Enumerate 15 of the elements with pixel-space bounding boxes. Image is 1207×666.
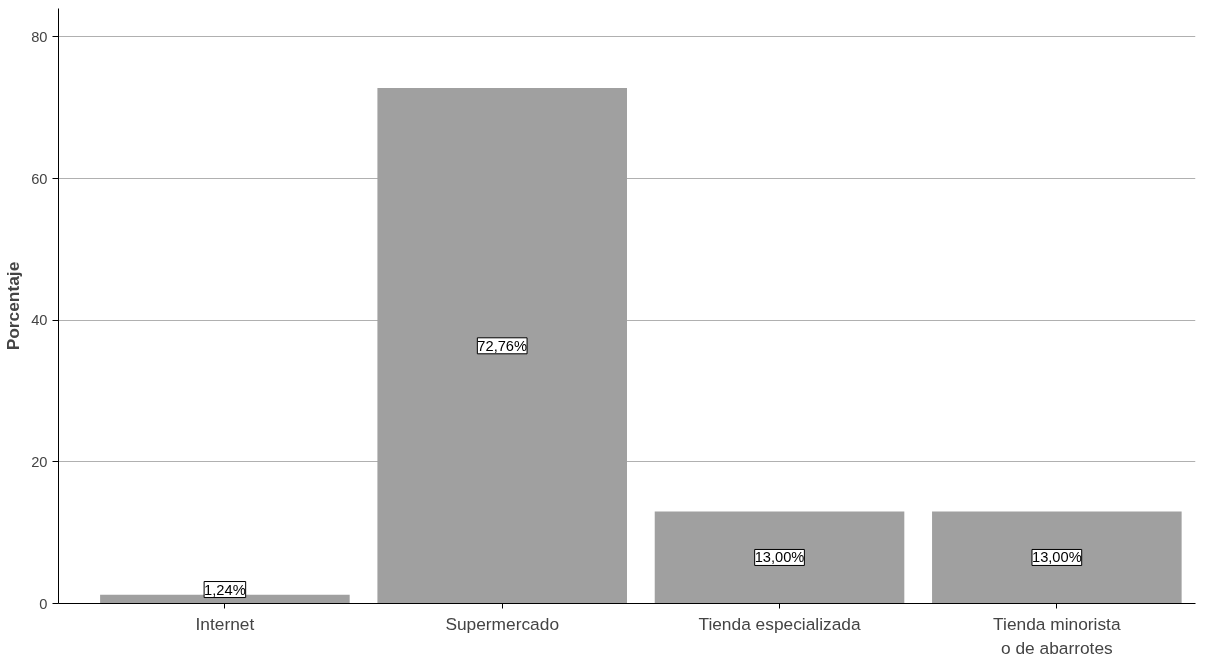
data-label: 13,00% [754,549,805,566]
y-axis-title: Porcentaje [3,261,24,351]
y-tick-label: 40 [31,312,48,329]
bar [377,88,627,604]
x-tick-label: Tienda especializada [698,613,861,634]
y-tick-label: 20 [31,453,48,470]
x-tick-label: Internet [195,613,255,634]
bar [654,511,905,604]
data-label: 72,76% [477,337,528,354]
x-tick-label: Supermercado [445,613,560,634]
bar [932,511,1182,604]
y-tick-label: 0 [39,595,48,612]
x-tick-label: Tienda minorista o de abarrotes [993,613,1121,658]
y-tick-label: 60 [31,170,48,187]
y-tick-label: 80 [31,28,48,45]
